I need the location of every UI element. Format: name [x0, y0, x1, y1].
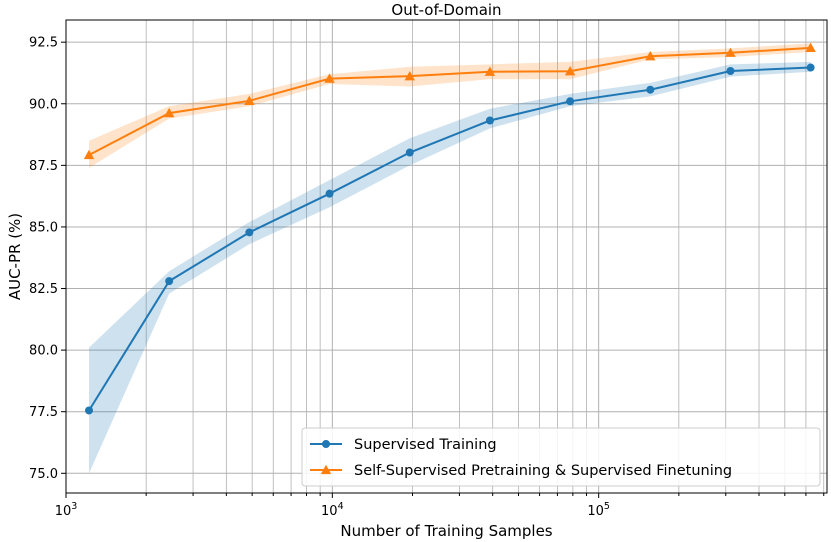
legend: Supervised Training Self-Supervised Pretr… [301, 427, 821, 487]
point-series-1 [726, 66, 735, 75]
point-series-1 [566, 97, 575, 106]
plot-frame [65, 19, 828, 494]
series-markers [83, 42, 816, 415]
point-series-2 [163, 107, 175, 118]
series-lines [88, 46, 811, 411]
axis-ticks: 75.0 77.5 80.0 82.5 85.0 87.5 90.0 92.5 103 104 10… [29, 36, 825, 519]
band-series-1 [89, 61, 811, 474]
point-series-1 [806, 63, 815, 72]
point-series-2 [83, 149, 95, 160]
point-series-1 [85, 406, 94, 415]
y-axis-title: AUC-PR (%) [6, 213, 24, 300]
point-series-1 [325, 189, 334, 198]
point-series-1 [485, 116, 494, 125]
x-tick-label: 103 [55, 501, 78, 519]
y-tick-label: 75.0 [29, 467, 58, 482]
x-axis-title: Number of Training Samples [340, 522, 552, 540]
chart-title: Out-of-Domain [391, 1, 501, 19]
legend-marker-1 [322, 440, 330, 448]
y-tick-label: 87.5 [29, 159, 58, 174]
point-series-1 [245, 228, 254, 237]
point-series-2 [324, 73, 335, 83]
y-tick-label: 80.0 [29, 344, 58, 359]
legend-box [301, 427, 821, 487]
confidence-bands [89, 43, 811, 474]
point-series-1 [405, 148, 414, 157]
point-series-2 [404, 70, 415, 81]
legend-marker-2 [320, 464, 332, 475]
point-series-2 [564, 66, 576, 76]
x-tick-label: 104 [321, 501, 344, 519]
x-tick-label: 105 [587, 501, 610, 519]
y-tick-label: 77.5 [29, 405, 58, 420]
legend-label-2: Self-Supervised Pretraining & Supervised… [354, 463, 732, 479]
point-series-2 [645, 51, 656, 61]
point-series-2 [484, 66, 496, 76]
y-tick-label: 82.5 [29, 282, 58, 297]
line-series-2 [88, 46, 811, 156]
line-series-1 [88, 66, 811, 411]
point-series-1 [646, 85, 655, 94]
point-series-2 [805, 42, 816, 52]
legend-label-1: Supervised Training [354, 437, 497, 453]
point-series-2 [725, 47, 736, 57]
y-tick-label: 92.5 [29, 36, 58, 51]
band-series-2 [89, 43, 811, 168]
grid [65, 20, 827, 493]
point-series-2 [244, 95, 255, 105]
y-tick-label: 90.0 [29, 97, 58, 112]
point-series-1 [165, 277, 174, 286]
y-tick-label: 85.0 [29, 220, 58, 235]
